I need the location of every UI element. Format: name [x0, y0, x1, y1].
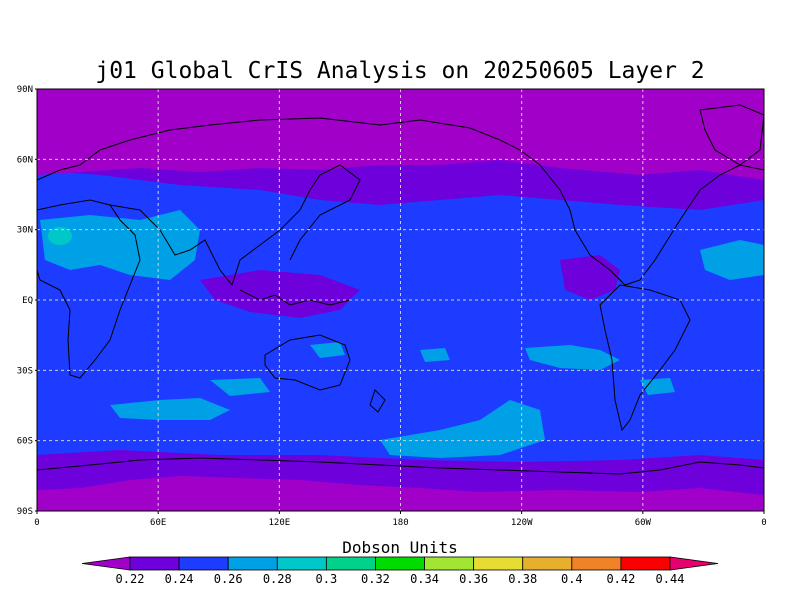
- colorbar-level-label: 0.26: [214, 572, 243, 586]
- colorbar-level-label: 0.34: [410, 572, 439, 586]
- latitude-tick-label: 60N: [17, 155, 33, 165]
- longitude-tick-label: 120E: [268, 518, 290, 528]
- colorbar-level-label: 0.4: [561, 572, 583, 586]
- colorbar-swatch: [129, 556, 180, 571]
- longitude-tick-label: 60E: [150, 518, 166, 528]
- field-patch-maritime: [200, 270, 360, 318]
- colorbar-level-label: 0.22: [116, 572, 145, 586]
- gridlines: [37, 89, 764, 511]
- colorbar-swatch: [375, 556, 425, 571]
- colorbar-swatch: [522, 556, 573, 571]
- latitude-tick-label: EQ: [22, 296, 33, 306]
- field-patch-australia: [310, 342, 345, 358]
- field-patch-eastpac: [700, 240, 764, 280]
- colorbar-swatch: [276, 556, 327, 571]
- field-polar-south-core: [120, 478, 280, 502]
- colorbar-swatch: [178, 556, 229, 571]
- colorbar-title: Dobson Units: [342, 538, 458, 557]
- field-patch-southind: [110, 398, 230, 420]
- colorbar-level-label: 0.28: [263, 572, 292, 586]
- colorbar-swatch: [325, 556, 376, 571]
- map-plot-area: [37, 89, 764, 511]
- colorbar-level-label: 0.24: [165, 572, 194, 586]
- longitude-tick-label: 60W: [635, 518, 652, 528]
- longitude-tick-label: 180: [392, 518, 408, 528]
- colorbar-level-label: 0.42: [606, 572, 635, 586]
- field-patch-southpac: [380, 400, 545, 458]
- latitude-labels: 90N 60N 30N EQ 30S 60S 90S: [17, 85, 37, 517]
- colorbar-level-label: 0.36: [459, 572, 488, 586]
- latitude-tick-label: 30S: [17, 366, 33, 376]
- coastlines: [37, 104, 764, 475]
- longitude-labels: 0 60E 120E 180 120W 60W 0: [34, 511, 767, 528]
- latitude-tick-label: 90S: [17, 507, 33, 517]
- colorbar-swatch: [571, 556, 622, 571]
- latitude-tick-label: 60S: [17, 437, 33, 447]
- colorbar: 0.22 0.24 0.26 0.28 0.3 0.32 0.34 0.36 0.38 0.4 0.…: [81, 556, 719, 586]
- longitude-tick-label: 0: [34, 518, 39, 528]
- colorbar-swatch: [227, 556, 278, 571]
- map-title: j01 Global CrIS Analysis on 20250605 Lay…: [95, 58, 704, 84]
- field-patch-pacific: [420, 348, 450, 362]
- latitude-tick-label: 30N: [17, 226, 33, 236]
- field-patch-southatl: [640, 378, 675, 395]
- colorbar-level-label: 0.32: [361, 572, 390, 586]
- longitude-tick-label: 0: [761, 518, 766, 528]
- field-patch-southamerica: [525, 345, 620, 370]
- field-patch-africa: [40, 210, 200, 280]
- colorbar-level-label: 0.44: [656, 572, 685, 586]
- longitude-tick-label: 120W: [511, 518, 533, 528]
- field-patch-indian: [210, 378, 270, 396]
- field-polar-north: [37, 89, 764, 180]
- colorbar-arrow-low: [81, 556, 131, 571]
- colorbar-swatch: [473, 556, 524, 571]
- colorbar-swatch: [424, 556, 475, 571]
- colorbar-swatch: [620, 556, 671, 571]
- colorbar-arrow-high: [669, 556, 719, 571]
- colorbar-level-label: 0.3: [316, 572, 338, 586]
- colorbar-level-label: 0.38: [508, 572, 537, 586]
- field-patch-teal: [48, 227, 72, 245]
- latitude-tick-label: 90N: [17, 85, 33, 95]
